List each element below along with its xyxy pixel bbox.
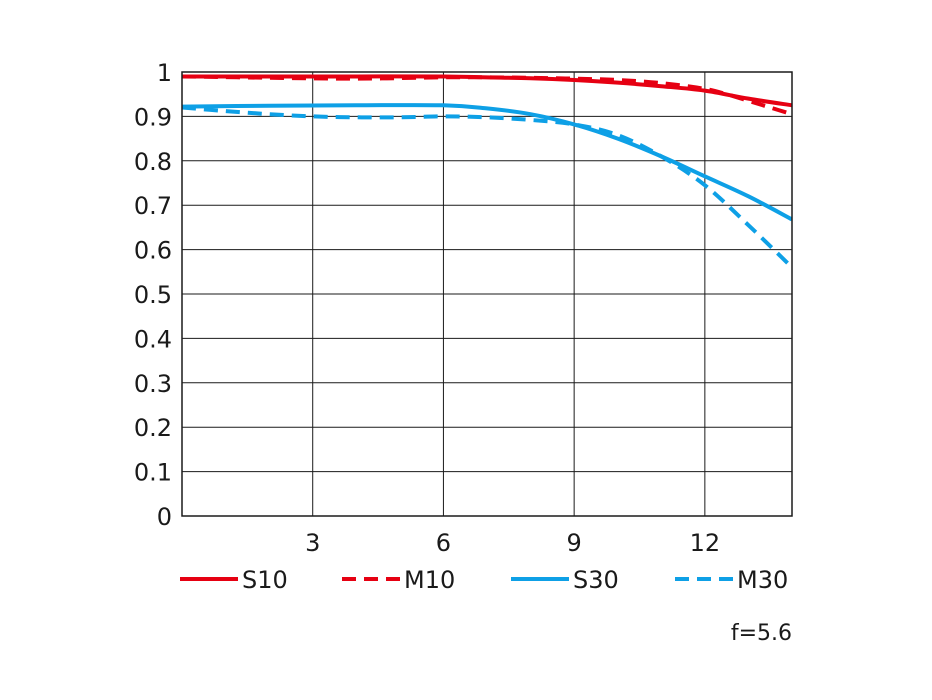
y-tick-label: 0.5	[134, 281, 172, 309]
x-tick-label: 9	[567, 529, 582, 557]
series-line-m30	[182, 105, 792, 269]
y-tick-label: 0.3	[134, 370, 172, 398]
legend: S10 M10 S30 M30	[180, 566, 788, 594]
x-tick-label: 12	[690, 529, 721, 557]
plot-frame	[181, 71, 793, 517]
series-line-s10	[182, 74, 792, 108]
aperture-annotation: f=5.6	[731, 621, 792, 646]
y-tick-label: 0.1	[134, 459, 172, 487]
legend-label-s10: S10	[242, 566, 288, 594]
y-tick-label: 0.8	[134, 148, 172, 176]
x-tick-label: 3	[305, 529, 320, 557]
y-tick-label: 0.9	[134, 103, 172, 131]
y-tick-label: 0.4	[134, 325, 172, 353]
y-tick-label: 0.2	[134, 414, 172, 442]
y-axis-ticks: 0 0.1 0.2 0.3 0.4 0.5 0.6 0.7 0.8 0.9 1	[134, 59, 172, 531]
y-tick-label: 0.6	[134, 237, 172, 265]
grid	[182, 71, 792, 517]
series-lines	[182, 74, 792, 269]
y-tick-label: 0	[157, 503, 172, 531]
legend-label-m30: M30	[737, 566, 788, 594]
y-tick-label: 0.7	[134, 192, 172, 220]
legend-label-s30: S30	[573, 566, 619, 594]
series-line-s30	[182, 103, 792, 222]
y-tick-label: 1	[157, 59, 172, 87]
legend-label-m10: M10	[404, 566, 455, 594]
x-axis-ticks: 3 6 9 12	[305, 529, 720, 557]
x-tick-label: 6	[436, 529, 451, 557]
